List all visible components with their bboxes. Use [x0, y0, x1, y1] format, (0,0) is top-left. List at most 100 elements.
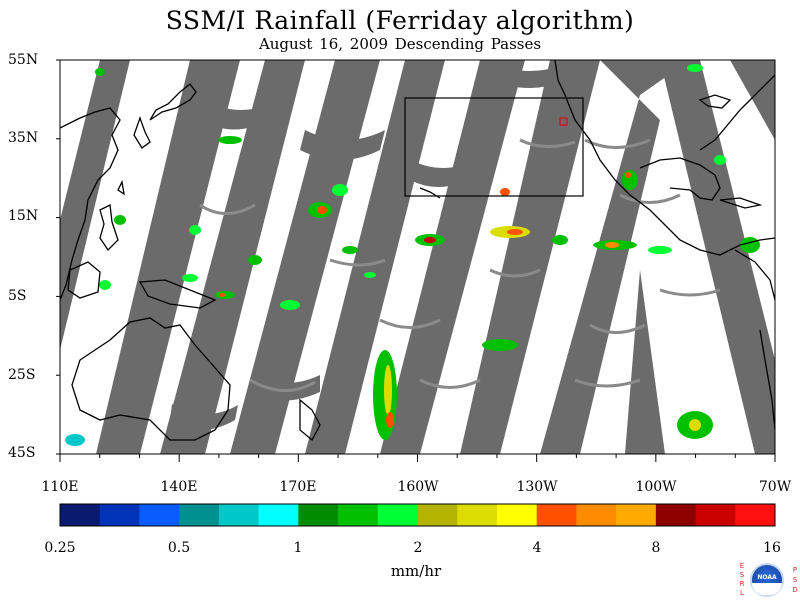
coast-new-guinea — [138, 279, 217, 309]
rain-patch — [99, 280, 111, 290]
colorbar-cell — [496, 504, 538, 526]
rain-patch — [415, 234, 445, 246]
lat-label-55n: 55N — [8, 52, 39, 68]
rain-patch — [308, 202, 332, 218]
colorbar-label: 2 — [413, 540, 423, 556]
coast-philippines — [99, 204, 119, 252]
lat-label-45s: 45S — [8, 445, 36, 461]
lon-label-110e: 110E — [41, 479, 79, 495]
logo-letter: S — [739, 571, 745, 579]
colorbar-cell — [99, 504, 140, 526]
logo-letter: R — [739, 580, 745, 588]
coast-taiwan — [117, 179, 125, 196]
logo-letter: L — [740, 589, 744, 597]
logo-letter: D — [792, 586, 798, 594]
swath — [380, 60, 525, 454]
rain-patch — [248, 255, 262, 265]
logo-letter: E — [739, 562, 745, 570]
colorbar-cell — [258, 504, 299, 526]
swath — [730, 60, 775, 140]
coast-great-lakes — [698, 94, 732, 109]
colorbar-cell — [338, 504, 379, 526]
noaa-emblem-wave — [752, 583, 782, 595]
coast-japan — [149, 83, 197, 121]
colorbar-cell — [695, 504, 736, 526]
colorbar-cell — [616, 504, 657, 526]
colorbar-label: 4 — [532, 540, 542, 556]
rain-patch — [490, 226, 530, 238]
colorbar-label: 8 — [651, 540, 661, 556]
rain-patch — [677, 411, 713, 439]
lat-label-25s: 25S — [8, 367, 36, 383]
colorbar-cell — [60, 504, 101, 526]
colorbar-label: 0.5 — [167, 540, 191, 556]
rain-patch — [189, 225, 201, 235]
logo-letter: S — [792, 576, 798, 584]
coast-borneo — [67, 261, 101, 299]
coast-australia — [71, 317, 231, 441]
lat-ticks — [56, 59, 60, 455]
logo-letter: P — [792, 566, 798, 574]
swath-cap — [170, 404, 238, 430]
inset-marker — [559, 117, 568, 126]
rain-patch — [552, 235, 568, 245]
rain-patch — [280, 300, 300, 310]
swath — [96, 60, 240, 454]
rain-patch — [65, 434, 85, 446]
swath-edge-arcs — [199, 138, 721, 392]
swath — [625, 270, 665, 454]
colorbar-label: 0.25 — [44, 540, 76, 556]
lon-label-130w: 130W — [516, 479, 558, 495]
coast-new-zealand — [299, 398, 321, 442]
satellite-swaths — [60, 60, 775, 454]
swath — [60, 60, 130, 350]
colorbar-units: mm/hr — [390, 562, 442, 580]
coast-north-america — [554, 60, 775, 256]
colorbar-cell — [655, 504, 697, 526]
rainfall-patches — [65, 64, 760, 446]
swath-cap — [490, 64, 565, 89]
rain-patch — [648, 246, 672, 254]
swath-cap — [250, 372, 320, 401]
coast-south-america — [734, 249, 775, 431]
colorbar-cell — [139, 504, 180, 526]
colorbar-cell — [735, 504, 776, 526]
lon-label-140e: 140E — [160, 479, 198, 495]
swath — [305, 60, 445, 454]
swath — [160, 60, 305, 454]
rain-patch — [482, 339, 518, 351]
coast-cuba — [719, 197, 763, 209]
inset-region-box — [404, 97, 584, 197]
lon-label-70w: 70W — [758, 479, 792, 495]
colorbar-cell — [377, 504, 418, 526]
swath-cap — [300, 130, 385, 160]
figure-subtitle: August 16, 2009 Descending Passes — [258, 35, 542, 53]
rain-patch — [215, 291, 235, 299]
colorbar-cell — [536, 504, 577, 526]
noaa-emblem-text: NOAA — [757, 574, 777, 581]
rain-patch — [714, 155, 726, 165]
rain-patch — [95, 68, 105, 76]
rain-patch — [218, 136, 242, 144]
swath — [540, 60, 690, 454]
rain-patch — [364, 272, 376, 278]
coast-asia — [60, 107, 121, 301]
rain-patch — [687, 64, 703, 72]
lon-label-100w: 100W — [635, 479, 677, 495]
colorbar-label: 1 — [293, 540, 303, 556]
colorbar-frame — [59, 503, 776, 527]
rain-patch — [373, 350, 397, 440]
colorbar-label: 16 — [763, 540, 781, 556]
colorbar-cell — [298, 504, 339, 526]
colorbar-cell — [457, 504, 498, 526]
lon-ticks — [59, 454, 776, 462]
colorbar-cell — [417, 504, 458, 526]
rain-patch — [182, 274, 198, 282]
lon-label-170e: 170E — [279, 479, 317, 495]
lat-label-15n: 15N — [8, 208, 39, 224]
swath — [660, 60, 775, 454]
swath-cap — [200, 100, 280, 130]
